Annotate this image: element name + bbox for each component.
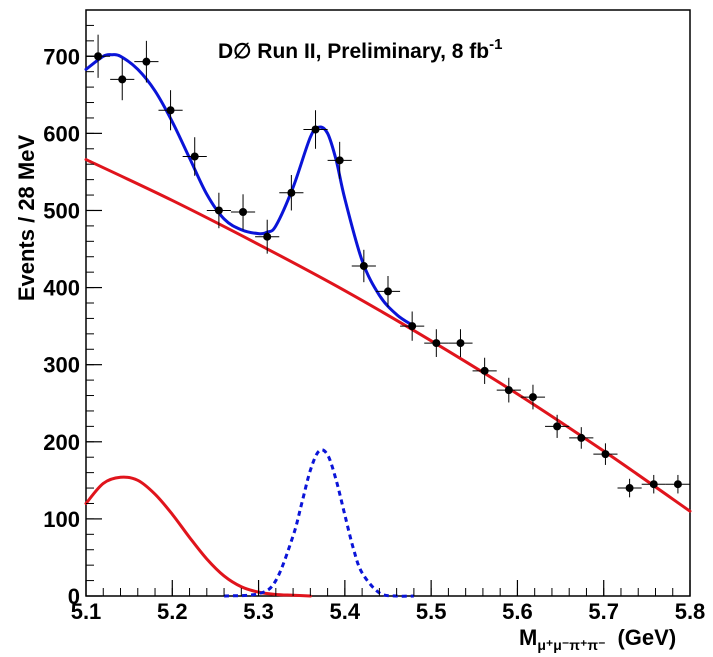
data-point — [649, 480, 658, 489]
y-tick-label: 700 — [43, 44, 80, 69]
data-point — [504, 386, 513, 395]
data-point — [456, 339, 465, 348]
data-point — [384, 287, 392, 296]
y-axis-label: Events / 28 MeV — [14, 135, 39, 302]
data-point — [359, 261, 368, 270]
data-point — [432, 339, 441, 348]
data-point — [287, 188, 296, 197]
y-tick-label: 300 — [43, 353, 80, 378]
axes: 5.1 5.2 5.3 5.4 5.5 5.6 5.7 5.8 0 100 200 300 400 500… — [43, 9, 706, 624]
data-point — [480, 366, 489, 375]
y-tick-label: 0 — [68, 584, 80, 609]
data-point — [239, 208, 248, 217]
data-point — [214, 206, 223, 215]
x-tick-label: 5.6 — [502, 599, 533, 624]
x-tick-label: 5.3 — [243, 599, 274, 624]
data-points — [86, 34, 690, 498]
data-point — [190, 152, 199, 161]
x-tick-label: 5.1 — [71, 599, 102, 624]
signal-curve — [223, 448, 414, 598]
data-point — [142, 57, 151, 66]
data-point — [601, 450, 610, 459]
data-point — [553, 422, 562, 431]
chart-title: D∅ Run II, Preliminary, 8 fb-1 — [218, 36, 502, 63]
data-point — [408, 322, 417, 331]
data-point — [577, 433, 586, 442]
background-peak-curve — [84, 475, 312, 598]
x-tick-label: 5.2 — [157, 599, 188, 624]
background-line-curve — [84, 158, 692, 513]
x-tick-label: 5.5 — [416, 599, 447, 624]
data-point — [118, 75, 127, 84]
data-point — [673, 480, 682, 489]
y-tick-label: 100 — [43, 507, 80, 532]
fit-curves — [84, 53, 692, 598]
data-point — [263, 232, 272, 241]
data-point — [625, 484, 634, 493]
data-point — [311, 125, 320, 134]
y-tick-label: 200 — [43, 430, 80, 455]
y-tick-label: 400 — [43, 276, 80, 301]
y-tick-label: 500 — [43, 198, 80, 223]
data-point — [335, 156, 344, 165]
y-tick-label: 600 — [43, 121, 80, 146]
total-fit-curve — [84, 53, 416, 328]
data-point — [166, 106, 175, 115]
x-tick-label: 5.8 — [675, 599, 706, 624]
data-point — [528, 393, 537, 402]
x-tick-label: 5.4 — [330, 599, 361, 624]
x-axis-label: Mμ⁺μ⁻π⁺π⁻ (GeV) — [519, 625, 676, 653]
x-tick-label: 5.7 — [588, 599, 619, 624]
